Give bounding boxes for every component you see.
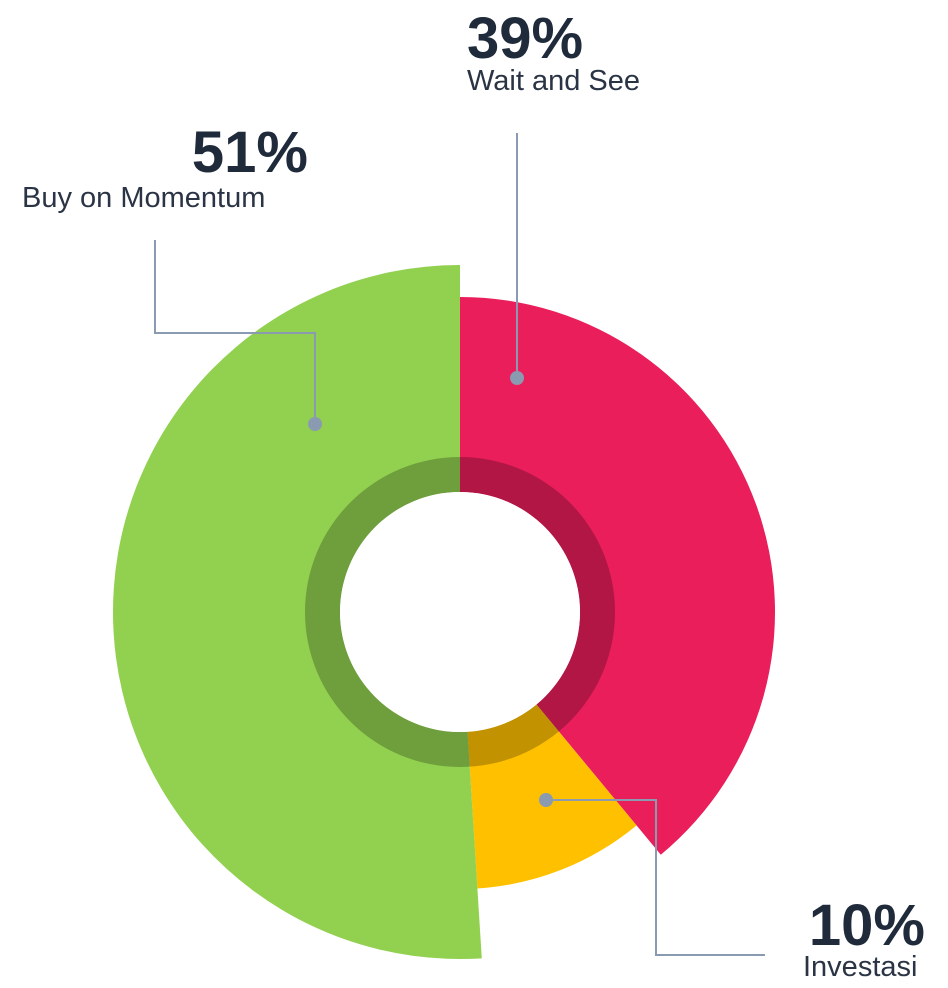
leader-dot: [308, 417, 322, 431]
percent-label: 10%: [809, 893, 925, 958]
leader-dot: [539, 793, 553, 807]
category-label: Buy on Momentum: [22, 182, 265, 214]
leader-line: [154, 240, 316, 424]
percent-label: 51%: [192, 120, 308, 185]
slice: [467, 704, 637, 889]
slice: [112, 265, 482, 959]
leader-line: [546, 799, 765, 956]
donut-hole: [340, 492, 580, 732]
category-label: Wait and See: [467, 65, 640, 97]
leader-dot: [510, 371, 524, 385]
category-label: Investasi: [803, 951, 917, 983]
percent-label: 39%: [467, 6, 583, 71]
slice: [460, 297, 776, 855]
